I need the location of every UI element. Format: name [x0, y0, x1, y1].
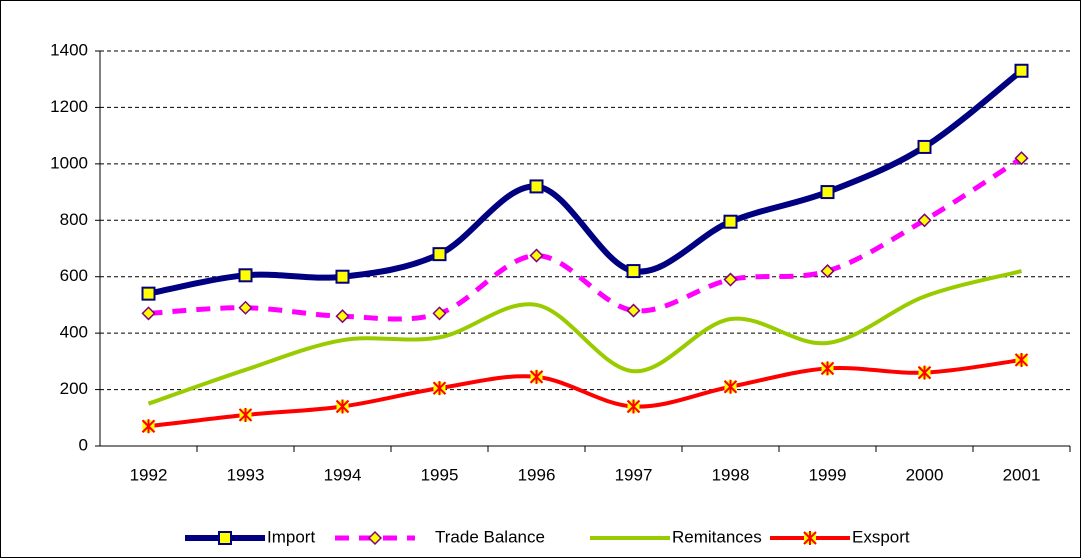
marker [917, 213, 932, 228]
legend-label: Trade Balance [435, 527, 545, 546]
x-tick-label: 1999 [809, 465, 847, 484]
marker [335, 399, 350, 414]
marker-square [529, 179, 544, 194]
legend-label: Exsport [852, 527, 910, 546]
marker-square [432, 247, 447, 262]
marker-asterisk [820, 361, 835, 376]
marker [432, 306, 447, 321]
marker [335, 269, 350, 284]
series-line [148, 156, 1023, 322]
marker [238, 268, 253, 283]
marker-diamond [335, 309, 350, 324]
x-tick-label: 1993 [227, 465, 265, 484]
legend-label: Import [267, 527, 315, 546]
marker [238, 300, 253, 315]
y-tick-label: 800 [60, 210, 88, 229]
marker-asterisk [917, 365, 932, 380]
marker [141, 306, 156, 321]
marker [432, 381, 447, 396]
marker-diamond [432, 306, 447, 321]
marker [141, 419, 156, 434]
marker-asterisk [529, 369, 544, 384]
series-line [147, 269, 1023, 406]
marker [626, 399, 641, 414]
x-tick-label: 2000 [906, 465, 944, 484]
marker [335, 309, 350, 324]
marker [626, 303, 641, 318]
marker [626, 264, 641, 279]
marker [917, 139, 932, 154]
x-tick-label: 2001 [1003, 465, 1041, 484]
y-tick-label: 200 [60, 379, 88, 398]
marker [820, 185, 835, 200]
marker-diamond [238, 300, 253, 315]
marker-diamond [529, 248, 544, 263]
marker-asterisk [238, 407, 253, 422]
marker [529, 179, 544, 194]
marker [1014, 151, 1029, 166]
marker [141, 286, 156, 301]
marker-diamond [626, 303, 641, 318]
marker [803, 531, 817, 545]
marker-asterisk [626, 399, 641, 414]
x-tick-label: 1995 [421, 465, 459, 484]
marker-diamond [367, 530, 383, 546]
marker-asterisk [1014, 352, 1029, 367]
marker [820, 361, 835, 376]
marker-diamond [1014, 151, 1029, 166]
marker [1014, 63, 1029, 78]
marker-asterisk [432, 381, 447, 396]
series-line [148, 357, 1022, 429]
x-tick-label: 1997 [615, 465, 653, 484]
marker [1014, 352, 1029, 367]
marker-diamond [820, 264, 835, 279]
marker-diamond [723, 272, 738, 287]
marker [529, 248, 544, 263]
marker-square [218, 531, 232, 545]
x-tick-label: 1992 [130, 465, 168, 484]
y-tick-label: 1000 [50, 153, 88, 172]
series-line [147, 68, 1024, 297]
marker-square [820, 185, 835, 200]
marker-asterisk [141, 419, 156, 434]
y-tick-label: 0 [79, 435, 88, 454]
legend-label: Remitances [672, 527, 762, 546]
marker-square [1014, 63, 1029, 78]
marker-square [626, 264, 641, 279]
marker-square [917, 139, 932, 154]
marker-asterisk [723, 379, 738, 394]
y-tick-label: 1400 [50, 40, 88, 59]
x-tick-label: 1994 [324, 465, 362, 484]
marker [820, 264, 835, 279]
y-tick-label: 1200 [50, 97, 88, 116]
x-tick-label: 1998 [712, 465, 750, 484]
marker-asterisk [335, 399, 350, 414]
marker [218, 531, 232, 545]
marker-asterisk [803, 531, 817, 545]
marker [723, 214, 738, 229]
marker-square [335, 269, 350, 284]
y-tick-label: 400 [60, 323, 88, 342]
x-tick-label: 1996 [518, 465, 556, 484]
marker [723, 272, 738, 287]
marker-diamond [141, 306, 156, 321]
marker-square [723, 214, 738, 229]
marker [529, 369, 544, 384]
y-tick-label: 600 [60, 266, 88, 285]
marker [432, 247, 447, 262]
marker-square [141, 286, 156, 301]
marker [917, 365, 932, 380]
marker-diamond [917, 213, 932, 228]
marker [238, 407, 253, 422]
marker [367, 530, 383, 546]
marker-square [238, 268, 253, 283]
marker [723, 379, 738, 394]
